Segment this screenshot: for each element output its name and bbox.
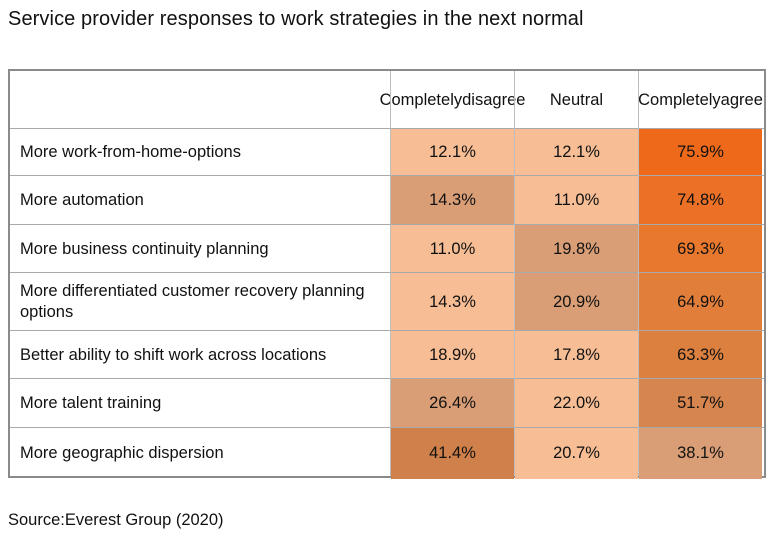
column-header-line: Completely <box>638 90 721 109</box>
row-label: More work-from-home-options <box>20 143 241 161</box>
table-row: More geographic dispersion 41.4% 20.7% 38.1… <box>10 427 764 479</box>
column-header-completely-disagree: Completely disagree <box>380 71 526 128</box>
heatmap-cell: 11.0% <box>391 225 514 273</box>
row-label: Better ability to shift work across loca… <box>20 345 327 364</box>
heatmap-cell: 38.1% <box>639 428 762 479</box>
heatmap-table: Completely disagree Neutral Completely agr… <box>8 69 766 479</box>
column-header-line: agree <box>720 90 763 109</box>
column-divider <box>390 71 391 476</box>
heatmap-cell: 19.8% <box>515 225 638 273</box>
source-note: Source:Everest Group (2020) <box>8 511 224 529</box>
heatmap-cell: 14.3% <box>391 273 514 331</box>
heatmap-cell: 74.8% <box>639 176 762 225</box>
row-label: More business continuity planning <box>20 239 269 258</box>
heatmap-cell: 14.3% <box>391 176 514 225</box>
row-label: More automation <box>20 191 144 209</box>
table-row: More automation 14.3% 11.0% 74.8% <box>10 175 764 225</box>
heatmap-cell: 64.9% <box>639 273 762 331</box>
table-row: More talent training 26.4% 22.0% 51.7% <box>10 378 764 428</box>
column-header-line: Neutral <box>549 90 604 109</box>
table-row: More business continuity planning 11.0% 19… <box>10 224 764 273</box>
heatmap-cell: 51.7% <box>639 379 762 428</box>
column-divider <box>514 71 515 476</box>
heatmap-cell: 26.4% <box>391 379 514 428</box>
heatmap-cell: 18.9% <box>391 331 514 379</box>
heatmap-cell: 22.0% <box>515 379 638 428</box>
heatmap-cell: 20.7% <box>515 428 638 479</box>
heatmap-cell: 41.4% <box>391 428 514 479</box>
heatmap-cell: 69.3% <box>639 225 762 273</box>
row-label: More talent training <box>20 394 162 412</box>
column-header-completely-agree: Completely agree <box>638 71 763 128</box>
row-label: More geographic dispersion <box>20 444 224 462</box>
row-label: More differentiated customer recovery pl… <box>20 282 365 321</box>
table-row: Better ability to shift work across loca… <box>10 330 764 379</box>
column-header-line: Completely <box>379 90 463 109</box>
heatmap-cell: 12.1% <box>515 129 638 176</box>
heatmap-cell: 20.9% <box>515 273 638 331</box>
heatmap-cell: 75.9% <box>639 129 762 176</box>
table-row: More differentiated customer recovery pl… <box>10 272 764 331</box>
heatmap-cell: 63.3% <box>639 331 762 379</box>
column-header-neutral: Neutral <box>515 71 638 128</box>
table-row: More work-from-home-options 12.1% 12.1% 75.… <box>10 128 764 176</box>
column-divider <box>638 71 639 476</box>
chart-title: Service provider responses to work strat… <box>8 8 584 30</box>
heatmap-cell: 11.0% <box>515 176 638 225</box>
column-header-line: disagree <box>462 90 526 109</box>
heatmap-cell: 17.8% <box>515 331 638 379</box>
heatmap-cell: 12.1% <box>391 129 514 176</box>
